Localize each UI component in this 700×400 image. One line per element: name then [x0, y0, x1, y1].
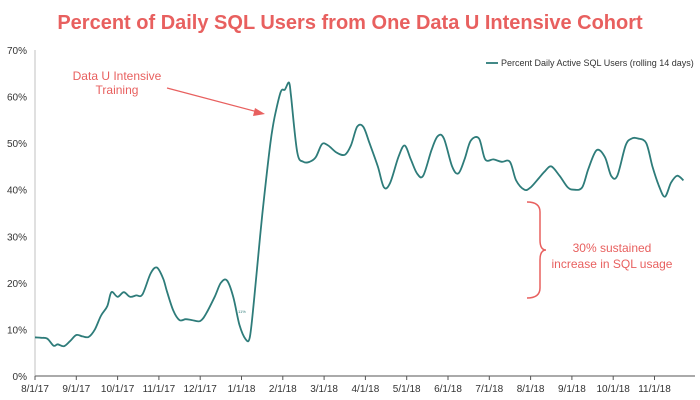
y-tick-label: 50%: [7, 139, 27, 150]
y-tick-label: 40%: [7, 186, 27, 197]
x-tick-label: 11/1/17: [143, 384, 176, 395]
legend-label: Percent Daily Active SQL Users (rolling …: [501, 58, 694, 68]
x-tick-label: 11/1/18: [638, 384, 671, 395]
training-arrow-head: [253, 108, 265, 116]
point-label: 11%: [238, 309, 246, 314]
x-axis: 8/1/17 9/1/17 10/1/17 11/1/17 12/1/17 1/1/18 2…: [21, 376, 671, 395]
x-tick-label: 9/1/17: [62, 384, 90, 395]
x-tick-label: 2/1/18: [269, 384, 297, 395]
y-tick-label: 10%: [7, 325, 27, 336]
x-tick-label: 3/1/18: [310, 384, 338, 395]
x-tick-label: 7/1/18: [475, 384, 503, 395]
y-tick-label: 30%: [7, 232, 27, 243]
y-tick-label: 20%: [7, 279, 27, 290]
increase-label-line2: increase in SQL usage: [552, 257, 673, 271]
increase-label-line1: 30% sustained: [573, 241, 652, 255]
x-tick-label: 12/1/17: [184, 384, 218, 395]
x-tick-label: 6/1/18: [434, 384, 462, 395]
increase-annotation: 30% sustained increase in SQL usage: [526, 201, 673, 299]
training-label-line2: Training: [96, 83, 139, 97]
training-annotation: Data U Intensive Training: [73, 69, 265, 116]
training-arrow-line: [166, 87, 259, 113]
x-tick-label: 4/1/18: [351, 384, 379, 395]
series-line: [34, 81, 685, 348]
training-label-line1: Data U Intensive: [73, 69, 162, 83]
x-tick-label: 1/1/18: [228, 384, 256, 395]
y-tick-label: 60%: [7, 93, 27, 104]
y-tick-label: 0%: [13, 372, 28, 383]
increase-bracket: [526, 201, 547, 299]
x-tick-label: 5/1/18: [393, 384, 421, 395]
x-tick-label: 9/1/18: [558, 384, 586, 395]
y-axis: 0% 10% 20% 30% 40% 50% 60% 70%: [7, 46, 27, 383]
legend: Percent Daily Active SQL Users (rolling …: [486, 58, 694, 68]
x-tick-label: 8/1/18: [517, 384, 545, 395]
chart-title: Percent of Daily SQL Users from One Data…: [57, 12, 643, 34]
y-tick-label: 70%: [7, 46, 27, 57]
x-tick-label: 10/1/18: [597, 384, 631, 395]
x-tick-label: 8/1/17: [21, 384, 49, 395]
x-tick-label: 10/1/17: [101, 384, 135, 395]
